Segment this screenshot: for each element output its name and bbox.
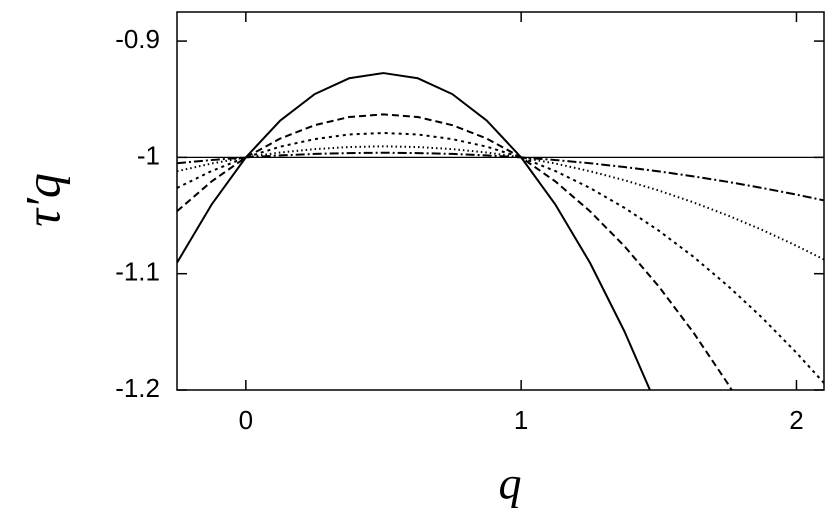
y-tick-label: -0.9 (115, 24, 160, 54)
y-tick-label: -1.1 (115, 257, 160, 287)
y-tick-label: -1 (137, 140, 160, 170)
series-line (177, 72, 652, 390)
series-line (177, 113, 733, 390)
x-tick-label: 1 (514, 405, 528, 435)
x-tick-label: 0 (239, 405, 253, 435)
series-line (177, 145, 824, 261)
series-line (177, 151, 824, 202)
plot-frame (176, 11, 825, 391)
y-tick-label: -1.2 (115, 373, 160, 403)
x-axis-label: q (499, 458, 522, 509)
y-axis-label: τ′q (14, 173, 70, 227)
x-tick-label: 2 (789, 405, 803, 435)
series-line (177, 131, 824, 384)
